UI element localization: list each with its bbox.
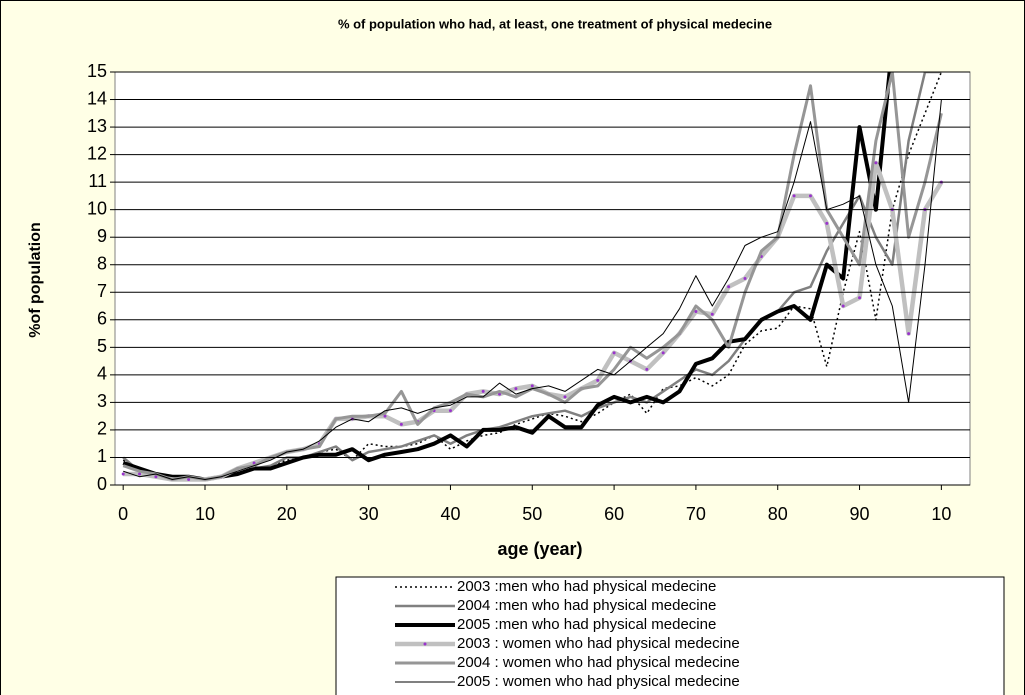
chart-title: % of population who had, at least, one t… <box>338 16 772 31</box>
series-marker <box>399 422 403 426</box>
y-tick-label: 5 <box>97 336 107 356</box>
y-tick-label: 8 <box>97 253 107 273</box>
legend-label: 2005 : women who had physical medecine <box>457 673 740 690</box>
series-marker <box>138 472 142 476</box>
series-marker <box>612 351 616 355</box>
series-marker <box>530 384 534 388</box>
series-marker <box>121 472 125 476</box>
x-tick-label: 30 <box>359 504 379 524</box>
y-tick-label: 9 <box>97 226 107 246</box>
series-marker <box>694 310 698 314</box>
y-tick-label: 15 <box>87 61 107 81</box>
x-tick-label: 10 <box>931 504 951 524</box>
x-tick-label: 10 <box>195 504 215 524</box>
series-marker <box>645 367 649 371</box>
legend-marker <box>423 642 427 646</box>
series-marker <box>596 378 600 382</box>
y-tick-label: 2 <box>97 419 107 439</box>
legend-label: 2003 :men who had physical medecine <box>457 578 716 595</box>
y-tick-label: 13 <box>87 116 107 136</box>
series-marker <box>792 194 796 198</box>
x-tick-label: 50 <box>522 504 542 524</box>
legend-label: 2003 : women who had physical medecine <box>457 635 740 652</box>
series-line <box>123 99 942 480</box>
series-marker <box>383 414 387 418</box>
y-tick-label: 1 <box>97 446 107 466</box>
series-marker <box>858 296 862 300</box>
series-marker <box>661 351 665 355</box>
series-marker <box>154 475 158 479</box>
legend-box <box>335 576 1005 695</box>
x-tick-label: 20 <box>277 504 297 524</box>
x-axis-label: age (year) <box>497 539 582 559</box>
series-marker <box>874 161 878 165</box>
y-tick-label: 7 <box>97 281 107 301</box>
y-tick-label: 6 <box>97 309 107 329</box>
series-marker <box>841 304 845 308</box>
series-line <box>122 72 892 482</box>
y-tick-label: 12 <box>87 143 107 163</box>
x-tick-label: 80 <box>768 504 788 524</box>
series-marker <box>514 387 518 391</box>
x-tick-label: 70 <box>686 504 706 524</box>
x-tick-label: 0 <box>118 504 128 524</box>
y-tick-label: 3 <box>97 391 107 411</box>
series-marker <box>563 395 567 399</box>
x-tick-label: 40 <box>440 504 460 524</box>
series-marker <box>187 477 191 481</box>
legend-label: 2004 : women who had physical medecine <box>457 654 740 671</box>
legend-label: 2005 :men who had physical medecine <box>457 616 716 633</box>
y-tick-label: 10 <box>87 198 107 218</box>
series-marker <box>448 409 452 413</box>
series-marker <box>825 221 829 225</box>
series-marker <box>743 277 747 280</box>
series-marker <box>498 392 502 396</box>
x-tick-label: 90 <box>850 504 870 524</box>
series-marker <box>808 194 812 198</box>
plot-lines <box>121 72 944 482</box>
series-marker <box>727 285 731 289</box>
y-axis-label: %of population <box>27 222 44 338</box>
legend-label: 2004 :men who had physical medecine <box>457 597 716 614</box>
series-marker <box>907 332 911 336</box>
y-tick-label: 0 <box>97 474 107 494</box>
series-marker <box>710 312 714 316</box>
series-marker <box>481 389 485 393</box>
y-tick-label: 14 <box>87 88 107 108</box>
y-tick-label: 4 <box>97 364 107 384</box>
y-tick-label: 11 <box>88 171 107 191</box>
x-tick-label: 60 <box>604 504 624 524</box>
